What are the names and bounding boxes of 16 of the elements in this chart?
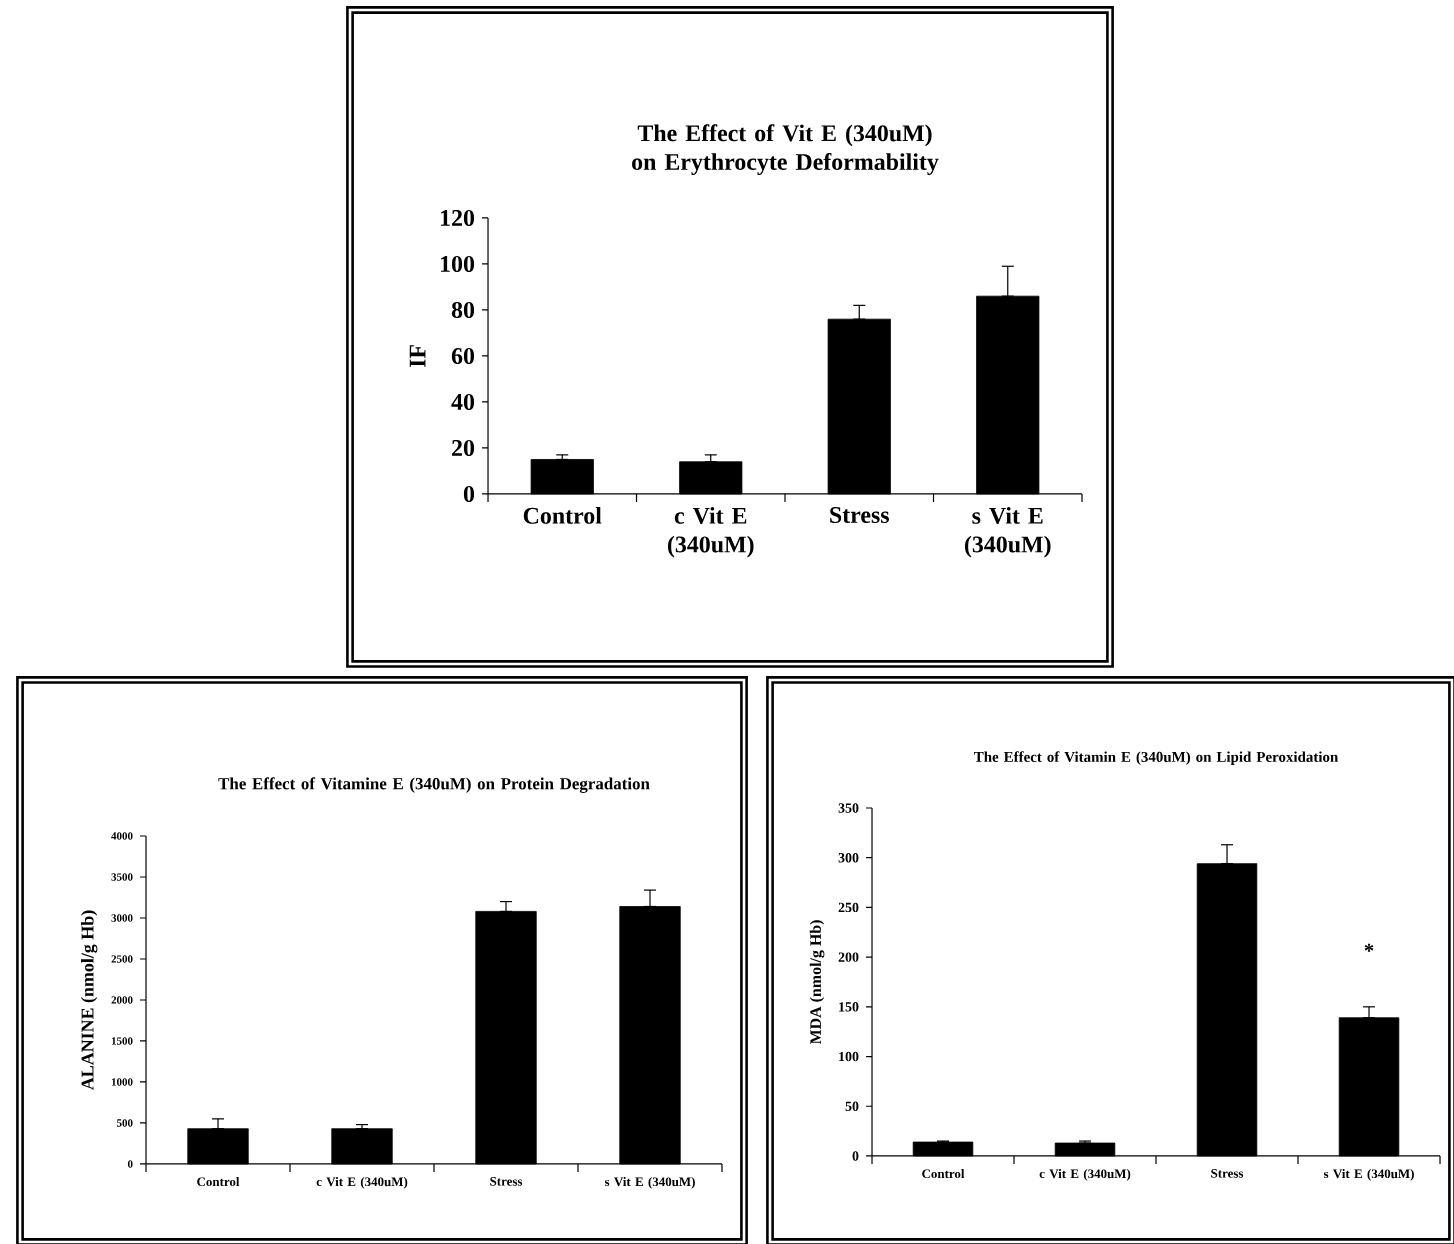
y-axis-title: ALANINE (nmol/g Hb) <box>80 910 98 1090</box>
y-tick-label: 40 <box>451 393 475 411</box>
annotation: * <box>1364 943 1374 952</box>
y-tick-label: 20 <box>452 439 475 457</box>
y-tick-label: 80 <box>451 301 475 319</box>
x-tick-label: Control <box>523 507 602 524</box>
y-tick-label: 100 <box>441 255 475 273</box>
x-tick-label: Stress <box>830 507 890 524</box>
x-tick-label: c Vit E (340uM) <box>668 507 754 558</box>
chart-title: The Effect of Vitamine E (340uM) on Protein Degradation <box>218 777 650 793</box>
y-axis-title: IF <box>409 345 426 368</box>
y-tick-label: 120 <box>441 209 475 227</box>
chart-title: The Effect of Vit E (340uM) on Erythrocyte Deformability <box>632 124 939 175</box>
x-tick-label: s Vit E (340uM) <box>964 507 1051 558</box>
y-tick-label: 60 <box>451 347 475 365</box>
y-tick-label: 0 <box>463 485 475 503</box>
